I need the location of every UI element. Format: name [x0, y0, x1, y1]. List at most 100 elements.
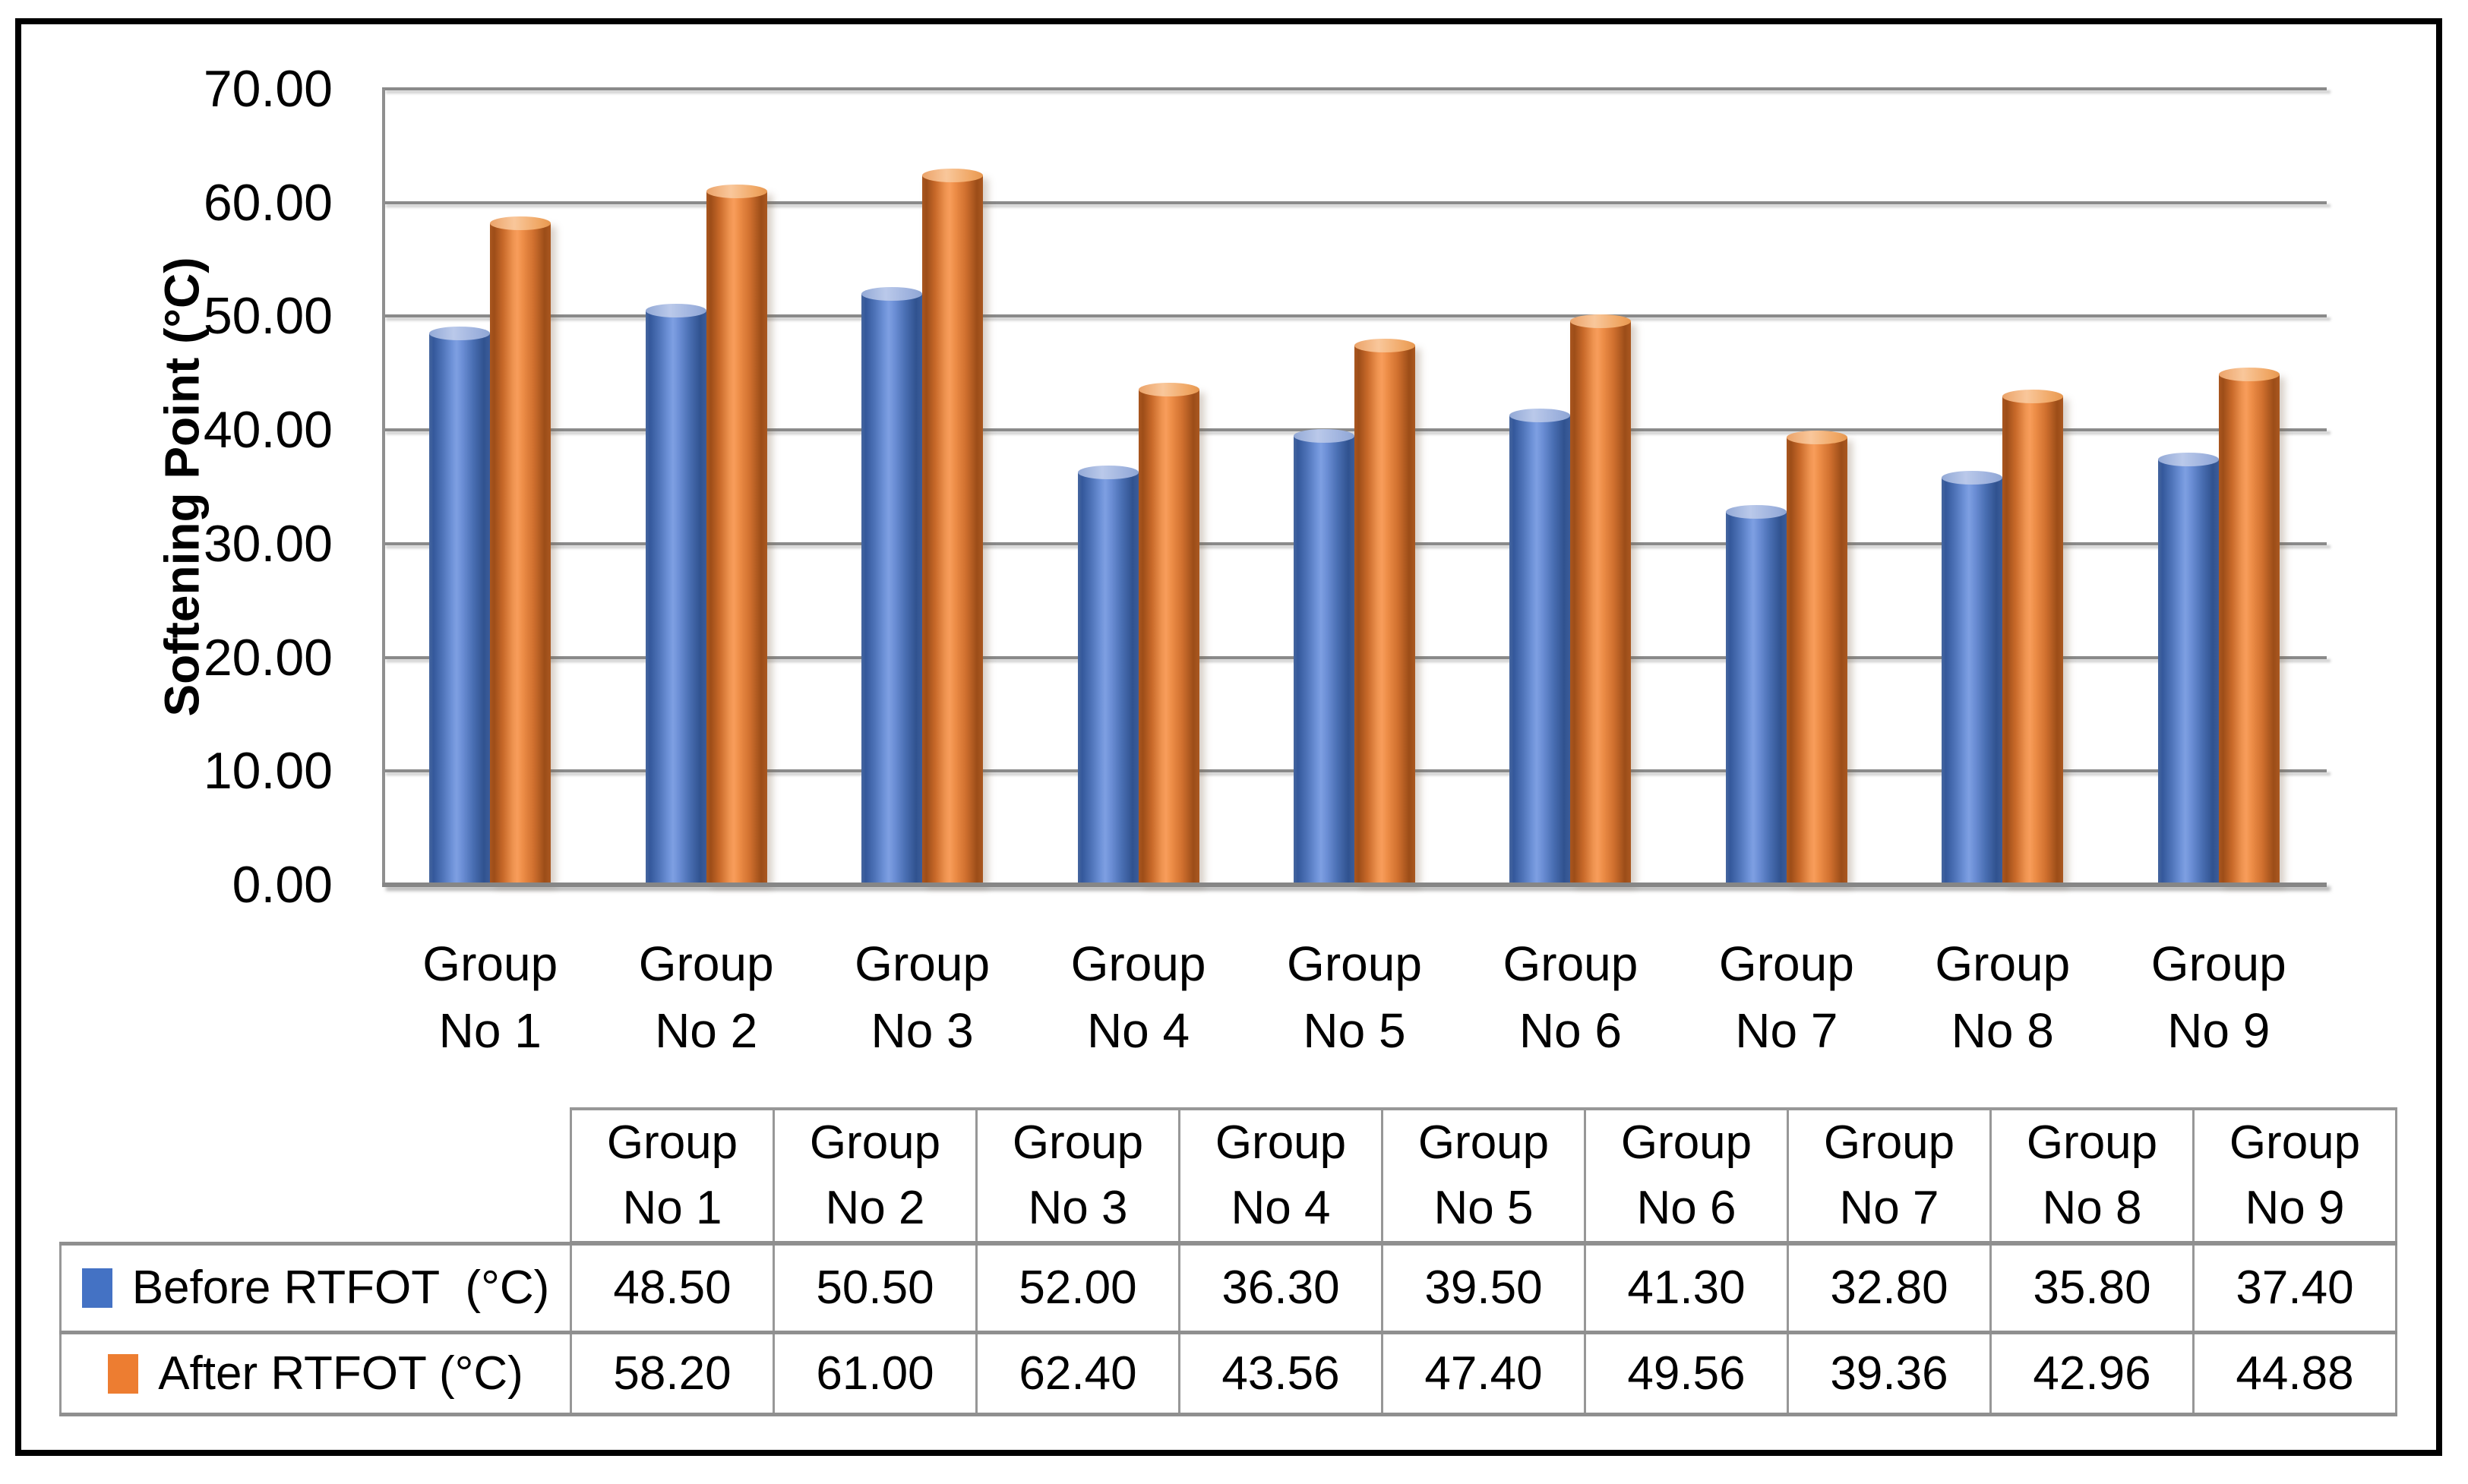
- x-axis-label-line2: No 5: [1303, 1003, 1406, 1058]
- table-header-group-7: Group No 7: [1787, 1107, 1992, 1246]
- y-tick-label: 60.00: [203, 173, 333, 232]
- table-corner-cell: [61, 1109, 571, 1243]
- bar-after-group-3: [922, 168, 984, 885]
- cell-after-g5: 47.40: [1381, 1330, 1586, 1416]
- bar-before-group-4: [1077, 465, 1139, 885]
- bar-after-group-8: [2002, 389, 2064, 885]
- bar-after-group-2: [706, 184, 767, 885]
- plot-area: [382, 87, 2327, 887]
- x-axis-label-group-1: Group No 1: [382, 930, 598, 1082]
- cell-after-g7: 39.36: [1787, 1330, 1992, 1416]
- legend-swatch-before-icon: [81, 1268, 112, 1308]
- cell-before-g9: 37.40: [2192, 1241, 2397, 1334]
- x-axis-label-line2: No 2: [655, 1003, 758, 1058]
- y-axis-line: [382, 89, 385, 885]
- x-axis-label-line1: Group: [1935, 936, 2071, 991]
- table-header-row: Group No 1 Group No 2 Group No 3 Group No 4 …: [61, 1107, 2397, 1246]
- y-tick-label: 10.00: [203, 742, 333, 800]
- bar-before-group-9: [2157, 453, 2219, 885]
- x-axis-label-group-5: Group No 5: [1247, 930, 1462, 1082]
- table-row-before-rtfot: Before RTFOT (°C) 48.50 50.50 52.00 36.3…: [59, 1241, 2397, 1334]
- x-axis-label-line1: Group: [1503, 936, 1638, 991]
- bar-after-group-9: [2218, 368, 2280, 885]
- bar-before-group-1: [429, 326, 491, 885]
- cell-before-g1: 48.50: [570, 1241, 775, 1334]
- x-axis-label-line1: Group: [855, 936, 991, 991]
- bar-after-group-7: [1786, 430, 1847, 885]
- y-tick-labels: 70.00 60.00 50.00 40.00 30.00 20.00 10.00 0.00: [97, 63, 333, 911]
- cell-after-g8: 42.96: [1989, 1330, 2195, 1416]
- table-header-group-1: Group No 1: [570, 1107, 775, 1246]
- x-axis-label-line1: Group: [1718, 936, 1854, 991]
- y-tick-label: 20.00: [203, 628, 333, 687]
- bar-before-group-5: [1294, 428, 1354, 885]
- gridline: [382, 87, 2327, 90]
- legend-before-rtfot: Before RTFOT (°C): [59, 1241, 572, 1334]
- x-axis-baseline: [382, 883, 2327, 887]
- x-axis-label-group-2: Group No 2: [598, 930, 814, 1082]
- bar-after-group-6: [1570, 314, 1632, 885]
- x-axis-label-line2: No 1: [438, 1003, 542, 1058]
- x-axis-labels: Group No 1 Group No 2 Group No 3 Group No 4 Grou…: [382, 930, 2327, 1082]
- y-tick-label: 30.00: [203, 514, 333, 573]
- x-axis-label-group-3: Group No 3: [814, 930, 1030, 1082]
- data-table: Group No 1 Group No 2 Group No 3 Group No 4 …: [59, 1107, 2397, 1416]
- table-header-group-3: Group No 3: [975, 1107, 1180, 1246]
- cell-before-g7: 32.80: [1787, 1241, 1992, 1334]
- x-axis-label-line1: Group: [1070, 936, 1206, 991]
- legend-swatch-after-icon: [108, 1353, 139, 1394]
- chart-frame: Softening Point (°C) 70.00 60.00 50.00 40.0…: [15, 18, 2442, 1456]
- bar-before-group-2: [645, 303, 706, 885]
- gridline: [382, 314, 2327, 318]
- legend-after-rtfot: After RTFOT (°C): [59, 1330, 572, 1416]
- bar-before-group-8: [1942, 471, 2003, 885]
- y-tick-label: 50.00: [203, 287, 333, 346]
- cell-before-g4: 36.30: [1178, 1241, 1383, 1334]
- y-tick-label: 40.00: [203, 401, 333, 459]
- cell-before-g6: 41.30: [1584, 1241, 1789, 1334]
- x-axis-label-group-6: Group No 6: [1462, 930, 1678, 1082]
- cell-after-g3: 62.40: [975, 1330, 1180, 1416]
- gridline: [382, 200, 2327, 204]
- x-axis-label-line1: Group: [422, 936, 558, 991]
- x-axis-label-group-9: Group No 9: [2111, 930, 2327, 1082]
- bar-after-group-5: [1354, 339, 1415, 885]
- table-header-group-8: Group No 8: [1989, 1107, 2195, 1246]
- cell-after-g9: 44.88: [2192, 1330, 2397, 1416]
- bar-after-group-1: [490, 216, 551, 885]
- x-axis-label-line1: Group: [1287, 936, 1422, 991]
- legend-label-after: After RTFOT (°C): [158, 1347, 523, 1400]
- legend-label-before: Before RTFOT (°C): [131, 1261, 550, 1314]
- bar-before-group-7: [1725, 504, 1787, 885]
- x-axis-label-group-7: Group No 7: [1679, 930, 1894, 1082]
- x-axis-label-line2: No 4: [1086, 1003, 1190, 1058]
- table-row-after-rtfot: After RTFOT (°C) 58.20 61.00 62.40 43.56…: [59, 1330, 2397, 1416]
- table-header-group-9: Group No 9: [2192, 1107, 2397, 1246]
- cell-before-g2: 50.50: [773, 1241, 978, 1334]
- table-header-group-5: Group No 5: [1381, 1107, 1586, 1246]
- x-axis-label-line2: No 3: [871, 1003, 974, 1058]
- cell-before-g3: 52.00: [975, 1241, 1180, 1334]
- x-axis-label-line2: No 6: [1518, 1003, 1622, 1058]
- cell-before-g5: 39.50: [1381, 1241, 1586, 1334]
- x-axis-label-line2: No 8: [1951, 1003, 2054, 1058]
- x-axis-label-group-8: Group No 8: [1894, 930, 2110, 1082]
- x-axis-label-line1: Group: [2150, 936, 2286, 991]
- cell-after-g2: 61.00: [773, 1330, 978, 1416]
- cell-after-g1: 58.20: [570, 1330, 775, 1416]
- x-axis-label-group-4: Group No 4: [1030, 930, 1246, 1082]
- y-tick-label: 0.00: [232, 856, 333, 914]
- table-header-group-6: Group No 6: [1584, 1107, 1789, 1246]
- y-tick-label: 70.00: [203, 60, 333, 118]
- x-axis-label-line2: No 9: [2167, 1003, 2270, 1058]
- cell-after-g6: 49.56: [1584, 1330, 1789, 1416]
- table-header-group-2: Group No 2: [773, 1107, 978, 1246]
- cell-before-g8: 35.80: [1989, 1241, 2195, 1334]
- x-axis-label-line1: Group: [638, 936, 774, 991]
- bar-after-group-4: [1138, 382, 1199, 885]
- bar-before-group-3: [861, 286, 923, 885]
- x-axis-label-line2: No 7: [1735, 1003, 1838, 1058]
- cell-after-g4: 43.56: [1178, 1330, 1383, 1416]
- bar-before-group-6: [1509, 408, 1571, 885]
